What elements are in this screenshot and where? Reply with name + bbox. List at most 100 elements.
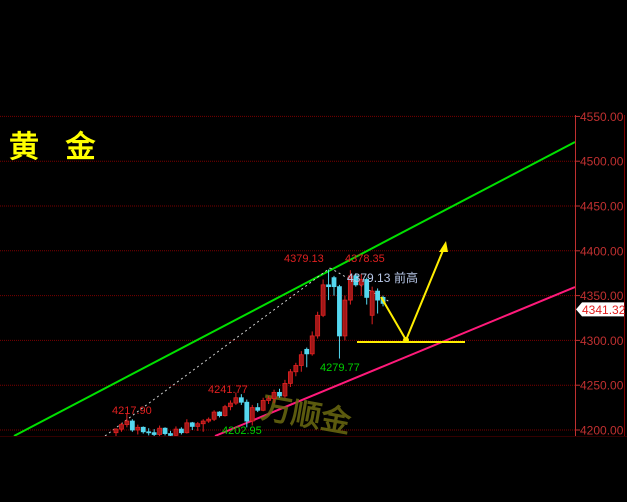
candle-body [206, 418, 212, 422]
lower-channel-line [214, 286, 575, 436]
candle [326, 269, 331, 301]
current-price-tag [576, 302, 624, 317]
candle [271, 389, 277, 404]
candle-body [342, 299, 348, 337]
candle [113, 428, 119, 436]
current-price-label: 4341.32 [582, 303, 626, 317]
candle-body [119, 424, 124, 430]
candle [146, 428, 152, 436]
candle [375, 288, 381, 314]
candle [331, 275, 337, 296]
price-annotation: 前高 [394, 270, 418, 285]
candle [178, 427, 184, 435]
candle [173, 426, 179, 436]
candle-body [315, 314, 321, 337]
candle-body [326, 284, 331, 288]
candle-body [375, 290, 381, 301]
candle-body [151, 432, 157, 435]
candle-body [255, 407, 261, 411]
price-annotation: 4378.35 [345, 253, 385, 265]
candle [217, 411, 222, 418]
candle [151, 429, 157, 436]
candle-body [228, 402, 233, 408]
candle [206, 417, 212, 423]
candle-body [173, 428, 179, 436]
candle [309, 331, 315, 356]
candle-body [369, 290, 375, 316]
candle-body [364, 279, 370, 298]
candle [287, 369, 293, 387]
price-annotation: 4379.13 [347, 271, 391, 285]
candle [347, 270, 353, 305]
candle-body [178, 428, 184, 434]
candle [238, 394, 244, 405]
candle-body [293, 365, 299, 373]
candle [298, 351, 304, 372]
y-tick-label: 4450.00 [580, 200, 624, 214]
candle [140, 426, 146, 434]
candle-body [195, 423, 201, 427]
candle-body [200, 420, 206, 425]
candle [320, 279, 326, 318]
candle-body [238, 397, 244, 403]
candle-body [157, 427, 163, 435]
candle-body [271, 391, 277, 400]
candle-body [184, 422, 190, 434]
candle [293, 362, 299, 377]
candle [282, 379, 288, 398]
candle-body [211, 411, 217, 420]
candle [244, 399, 250, 428]
candle [315, 311, 321, 339]
candle-body [298, 354, 304, 366]
candle [162, 427, 168, 436]
candle [353, 273, 359, 287]
candle-body [331, 277, 337, 288]
candle-body [244, 401, 250, 422]
candle [358, 274, 364, 296]
candle [233, 392, 239, 405]
candle [200, 419, 206, 432]
candle [228, 400, 233, 411]
candle-body [304, 348, 310, 355]
y-tick-label: 4350.00 [580, 289, 624, 303]
candle [189, 421, 195, 430]
candle-body [337, 286, 342, 337]
candle-body [320, 284, 326, 316]
candle [266, 395, 272, 405]
candle [249, 404, 255, 426]
candle-body [217, 411, 222, 417]
candle [337, 284, 342, 359]
candle-body [129, 420, 135, 431]
arrow-head-icon [439, 241, 448, 252]
price-annotation: 4217.90 [112, 405, 152, 417]
candle [129, 419, 135, 432]
candle [222, 404, 228, 417]
candle [364, 277, 370, 305]
y-tick-label: 4400.00 [580, 244, 624, 258]
candle-body [135, 426, 141, 431]
candle-body [287, 371, 293, 384]
candle-body [140, 426, 146, 433]
chart-title: 黄 金 [9, 130, 104, 165]
candle [195, 421, 201, 431]
candle-body [309, 335, 315, 355]
candle [277, 388, 282, 398]
price-annotation: 4279.77 [320, 362, 360, 374]
candle-body [233, 397, 239, 404]
candle-body [347, 275, 353, 301]
candle-body [124, 420, 130, 426]
y-tick-label: 4250.00 [580, 379, 624, 393]
candle-body [260, 400, 266, 411]
upper-channel-line [13, 141, 575, 436]
dashed-trend-line [329, 267, 391, 303]
candle-body [113, 428, 119, 434]
candle [119, 422, 124, 432]
candle-body [162, 427, 168, 434]
candle [184, 419, 190, 434]
candle-body [189, 422, 195, 427]
y-tick-label: 4550.00 [580, 110, 624, 124]
projection-pivot [403, 337, 409, 343]
candle-body [222, 406, 228, 417]
